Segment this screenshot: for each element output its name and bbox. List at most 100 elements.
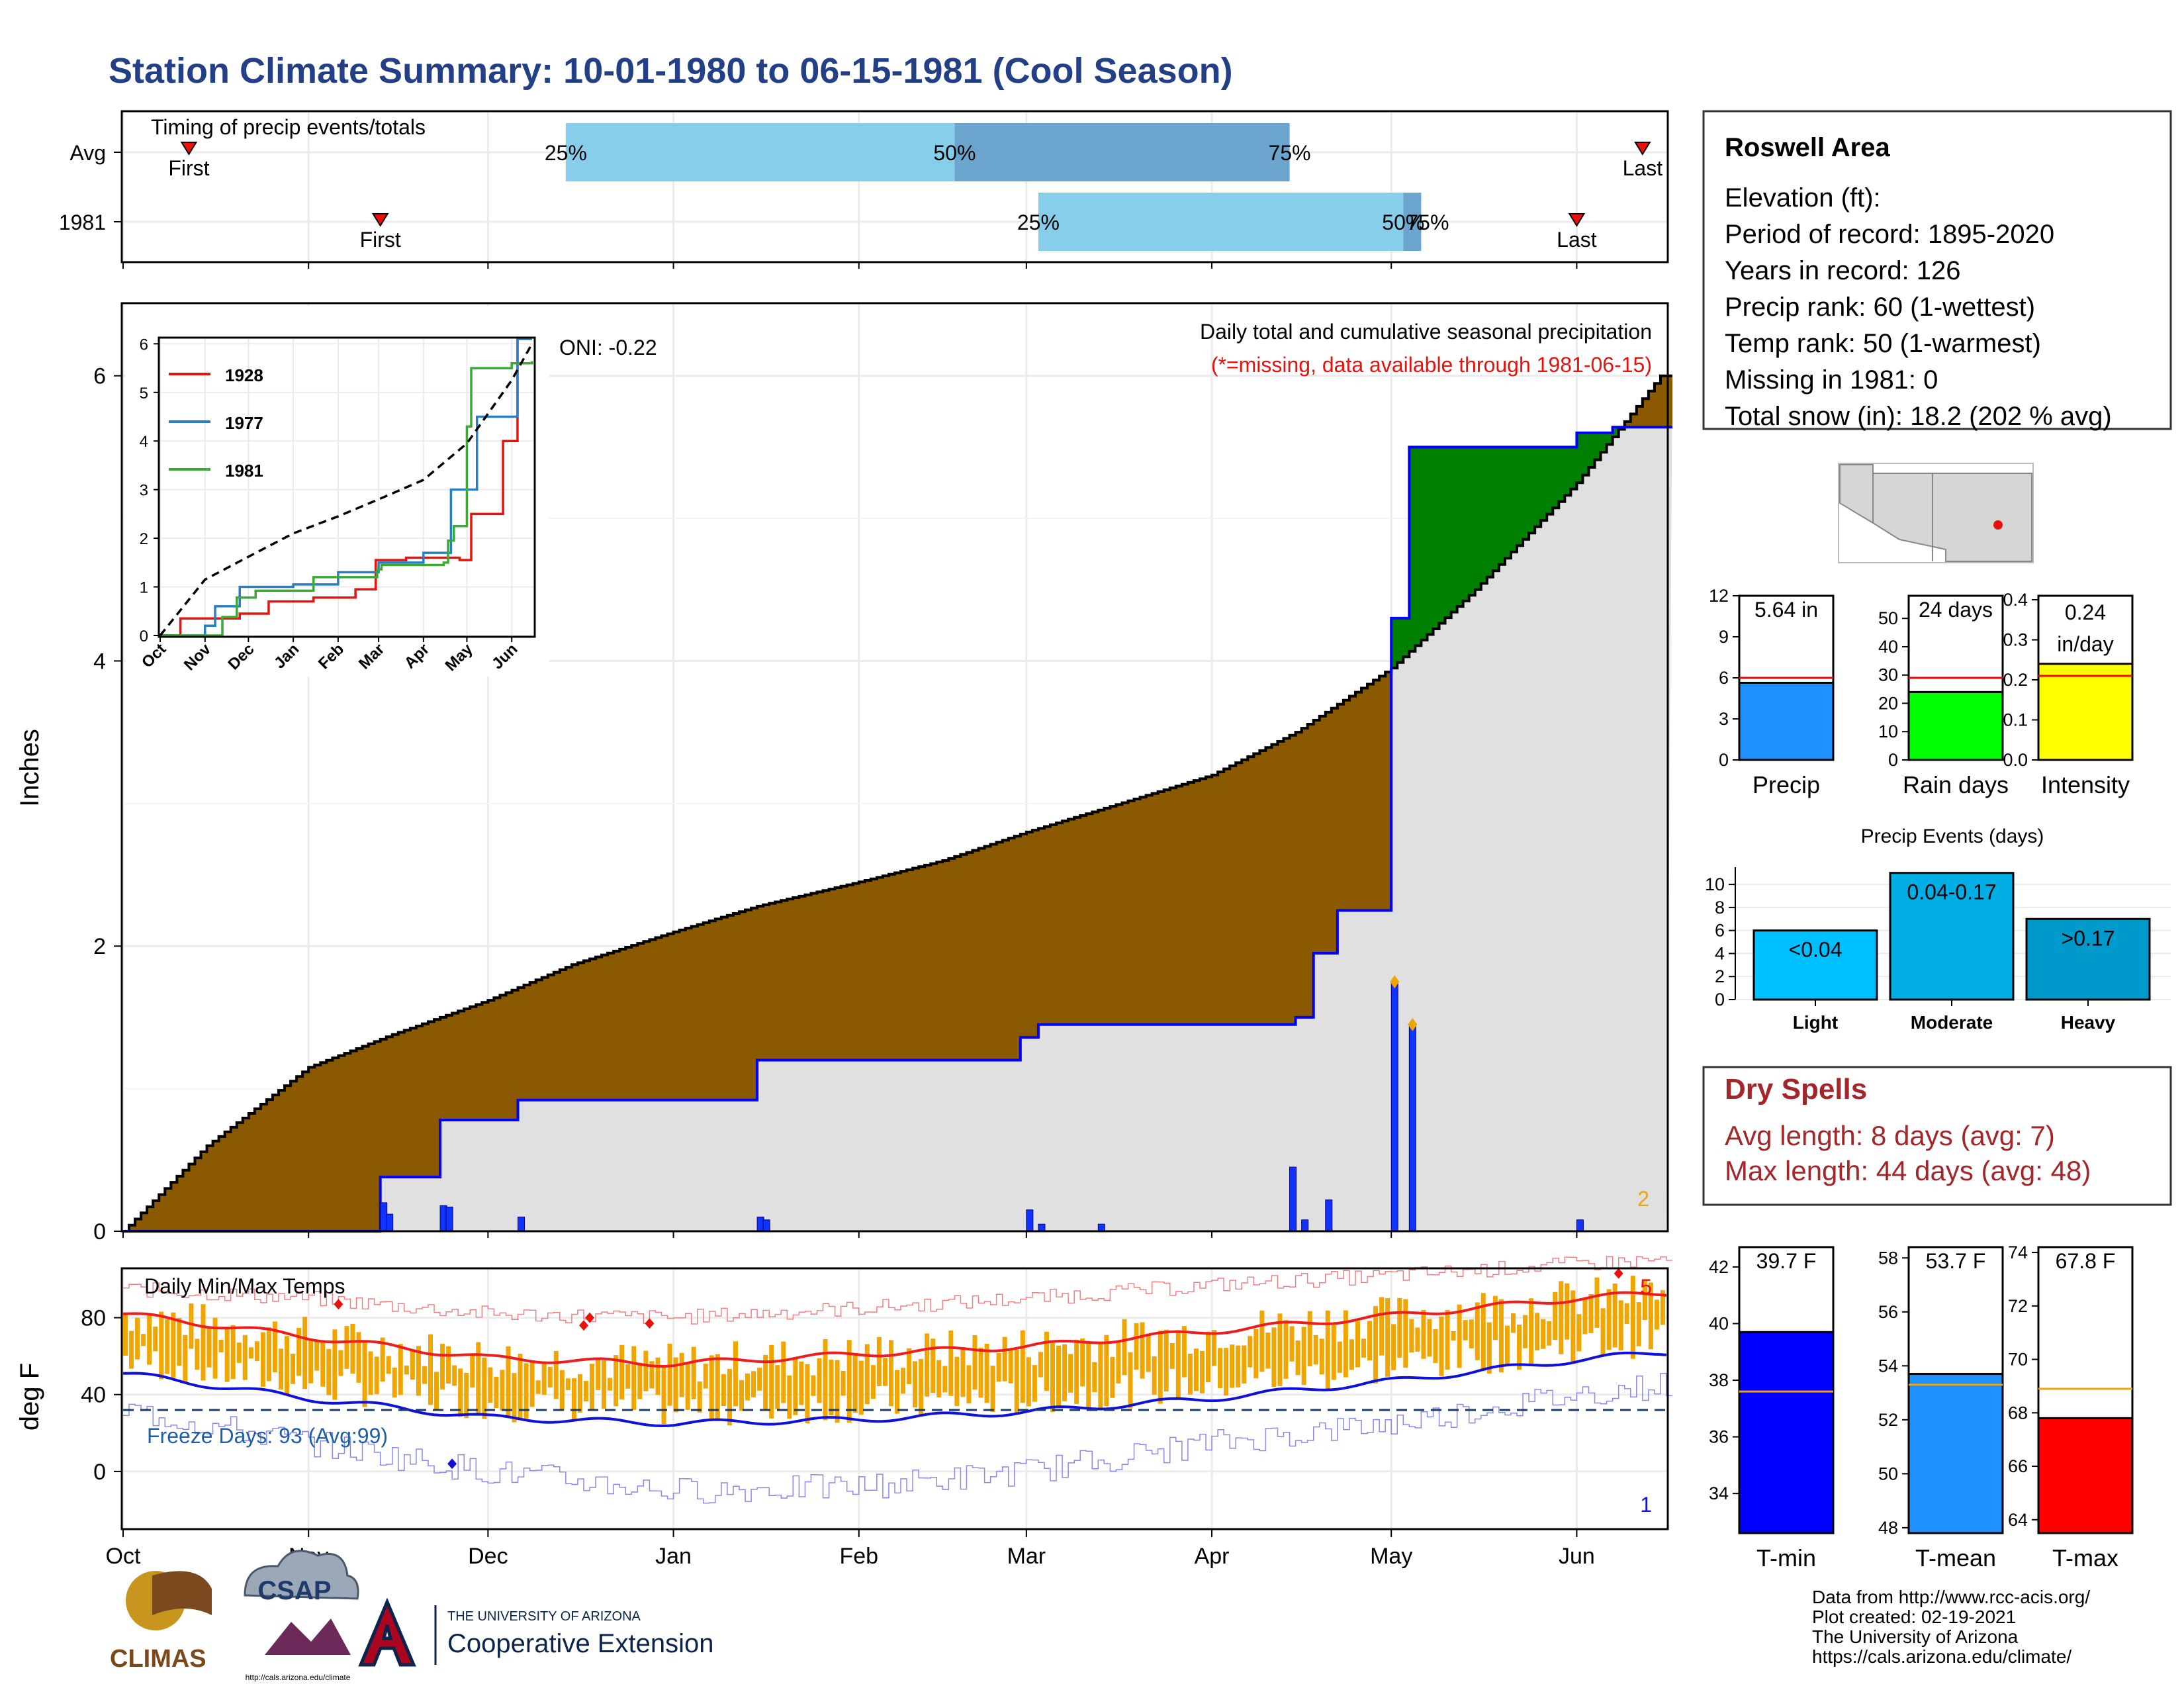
record-high-marker: [334, 1299, 343, 1310]
timing-panel: Timing of precip events/totals Avg 1981 …: [59, 110, 1669, 263]
timing-p50-label: 50%: [933, 141, 976, 165]
ua-logo-small-text: THE UNIVERSITY OF ARIZONA: [447, 1609, 641, 1624]
station-info-line: Years in record: 126: [1725, 256, 1961, 285]
daily-precip-bar: [386, 1213, 394, 1232]
events-bar-label: >0.17: [2062, 926, 2115, 950]
summary-panel-bar: [2037, 1417, 2134, 1534]
station-info-box: Roswell Area Elevation (ft): Period of re…: [1702, 110, 2172, 431]
freeze-days-label: Freeze Days: 93 (Avg:99): [147, 1424, 388, 1448]
summary-panel-ytick-label: 34: [1709, 1483, 1729, 1503]
record-max-line: [123, 1256, 1673, 1325]
temp-heading: Daily Min/Max Temps: [144, 1274, 345, 1298]
footer-line-3: The University of Arizona: [1812, 1626, 2019, 1647]
precip-frame: [120, 302, 1669, 1233]
month-tick-label: Jan: [655, 1544, 692, 1569]
station-info-line: Precip rank: 60 (1-wettest): [1725, 293, 2035, 322]
station-name: Roswell Area: [1725, 133, 1890, 162]
ua-logo-big-text: Cooperative Extension: [447, 1629, 713, 1658]
timing-bar-50-75: [954, 123, 1290, 181]
record-high-marker: [645, 1318, 655, 1329]
summary-panel-ytick-label: 36: [1709, 1427, 1729, 1447]
events-category-label: Heavy: [2061, 1012, 2116, 1033]
precip-ytick-label: 6: [93, 364, 106, 389]
timing-frame: [120, 110, 1669, 263]
legend-label-1928: 1928: [225, 365, 263, 385]
daily-precip-bar: [756, 1216, 764, 1232]
summary-panel-ytick-label: 0: [1719, 750, 1729, 770]
climas-logo-mesa: [152, 1571, 212, 1615]
timing-bar-25-50: [565, 123, 955, 181]
summary-panel-ytick-label: 48: [1878, 1518, 1898, 1538]
summary-panel-bar: [1907, 690, 2004, 761]
precip-panel: 0 2 4 6 Inches Daily total and cumulative s…: [15, 302, 1673, 1244]
month-tick-label: Mar: [1007, 1544, 1046, 1569]
footer: CLIMAS CSAP http://cals.arizona.edu/clim…: [110, 1550, 2090, 1682]
summary-panel-ytick-label: 68: [2008, 1403, 2028, 1423]
legend-label-1981: 1981: [225, 461, 263, 481]
summary-panel-bar: [2037, 663, 2134, 761]
csap-logo: CSAP http://cals.arizona.edu/climate: [244, 1550, 359, 1682]
location-map: [1838, 463, 2034, 563]
first-event-marker: [371, 213, 389, 227]
summary-panel-ytick-label: 30: [1878, 665, 1898, 685]
timing-p50-label: 50%: [1382, 211, 1424, 234]
summary-panel-ytick-label: 0.0: [2003, 750, 2028, 770]
summary-panel-value-unit: in/day: [2057, 632, 2113, 656]
oni-label: ONI: -0.22: [559, 336, 657, 359]
climas-logo-text: CLIMAS: [110, 1645, 206, 1673]
month-tick-label: Feb: [839, 1544, 878, 1569]
daily-precip-bar: [762, 1219, 770, 1232]
events-bar-moderate: [1889, 872, 2015, 1001]
daily-precip-bar: [1289, 1166, 1297, 1232]
summary-panel-value: 53.7 F: [1926, 1249, 1986, 1273]
record-high-marker: [585, 1312, 595, 1323]
month-tick-label: Apr: [1195, 1544, 1230, 1569]
precip-ytick-label: 4: [93, 649, 106, 674]
dry-spells-max: Max length: 44 days (avg: 48): [1725, 1155, 2091, 1186]
temp-panel: 0 40 80 deg F Daily Min/Max Temps Freeze D…: [15, 1256, 1673, 1530]
daily-precip-bar: [1576, 1219, 1584, 1232]
summary-panel-bar: [1738, 681, 1835, 761]
record-high-marker: [1614, 1268, 1623, 1279]
month-tick-label: Oct: [106, 1544, 141, 1569]
inset-ytick-label: 6: [140, 336, 148, 353]
inset-ytick-label: 4: [140, 433, 148, 451]
summary-panel-ytick-label: 20: [1878, 693, 1898, 713]
last-event-marker: [1634, 142, 1651, 156]
inset-frame: [158, 336, 536, 638]
events-bar-label: 0.04-0.17: [1907, 880, 1996, 904]
record-min-line: [123, 1373, 1673, 1504]
temp-ytick-label: 80: [81, 1306, 106, 1331]
events-ytick-label: 10: [1705, 874, 1725, 894]
summary-panel-intensity: 0.0 0.1 0.2 0.3 0.4 Intensity 0.24 in/day: [2003, 590, 2134, 798]
timing-p75-label: 75%: [1269, 141, 1311, 165]
summary-panel-value: 67.8 F: [2056, 1249, 2116, 1273]
temp-frame: [120, 1267, 1669, 1530]
daily-precip-bar: [1390, 981, 1398, 1232]
summary-panel-name: T-max: [2052, 1544, 2118, 1571]
missing-note: (*=missing, data available through 1981-…: [1211, 353, 1652, 377]
csap-logo-mountains: [265, 1618, 351, 1655]
month-tick-label: Jun: [1559, 1544, 1595, 1569]
events-ytick-label: 2: [1715, 966, 1725, 986]
summary-panel-precip: 0 3 6 9 12 Precip 5.64 in: [1709, 586, 1835, 798]
summary-panel-name: Rain days: [1903, 771, 2009, 798]
events-ytick-label: 0: [1715, 990, 1725, 1009]
timing-p25-label: 25%: [1017, 211, 1060, 234]
summary-panel-value: 39.7 F: [1756, 1249, 1817, 1273]
record-low-marker: [447, 1458, 457, 1470]
events-ytick-label: 8: [1715, 898, 1725, 917]
summary-panel-ytick-label: 50: [1878, 608, 1898, 628]
summary-panel-ytick-label: 74: [2008, 1243, 2028, 1262]
timing-bar-25-50: [1038, 193, 1404, 251]
first-event-label: First: [168, 156, 209, 180]
daily-precip-bar: [1038, 1223, 1046, 1232]
climas-logo: CLIMAS: [110, 1571, 212, 1673]
events-ytick-label: 4: [1715, 943, 1725, 963]
summary-panel-ytick-label: 40: [1709, 1313, 1729, 1333]
daily-precip-bar: [380, 1202, 388, 1232]
timing-heading: Timing of precip events/totals: [151, 115, 426, 139]
last-event-label: Last: [1557, 228, 1597, 252]
inset-line-1928: [160, 338, 532, 637]
